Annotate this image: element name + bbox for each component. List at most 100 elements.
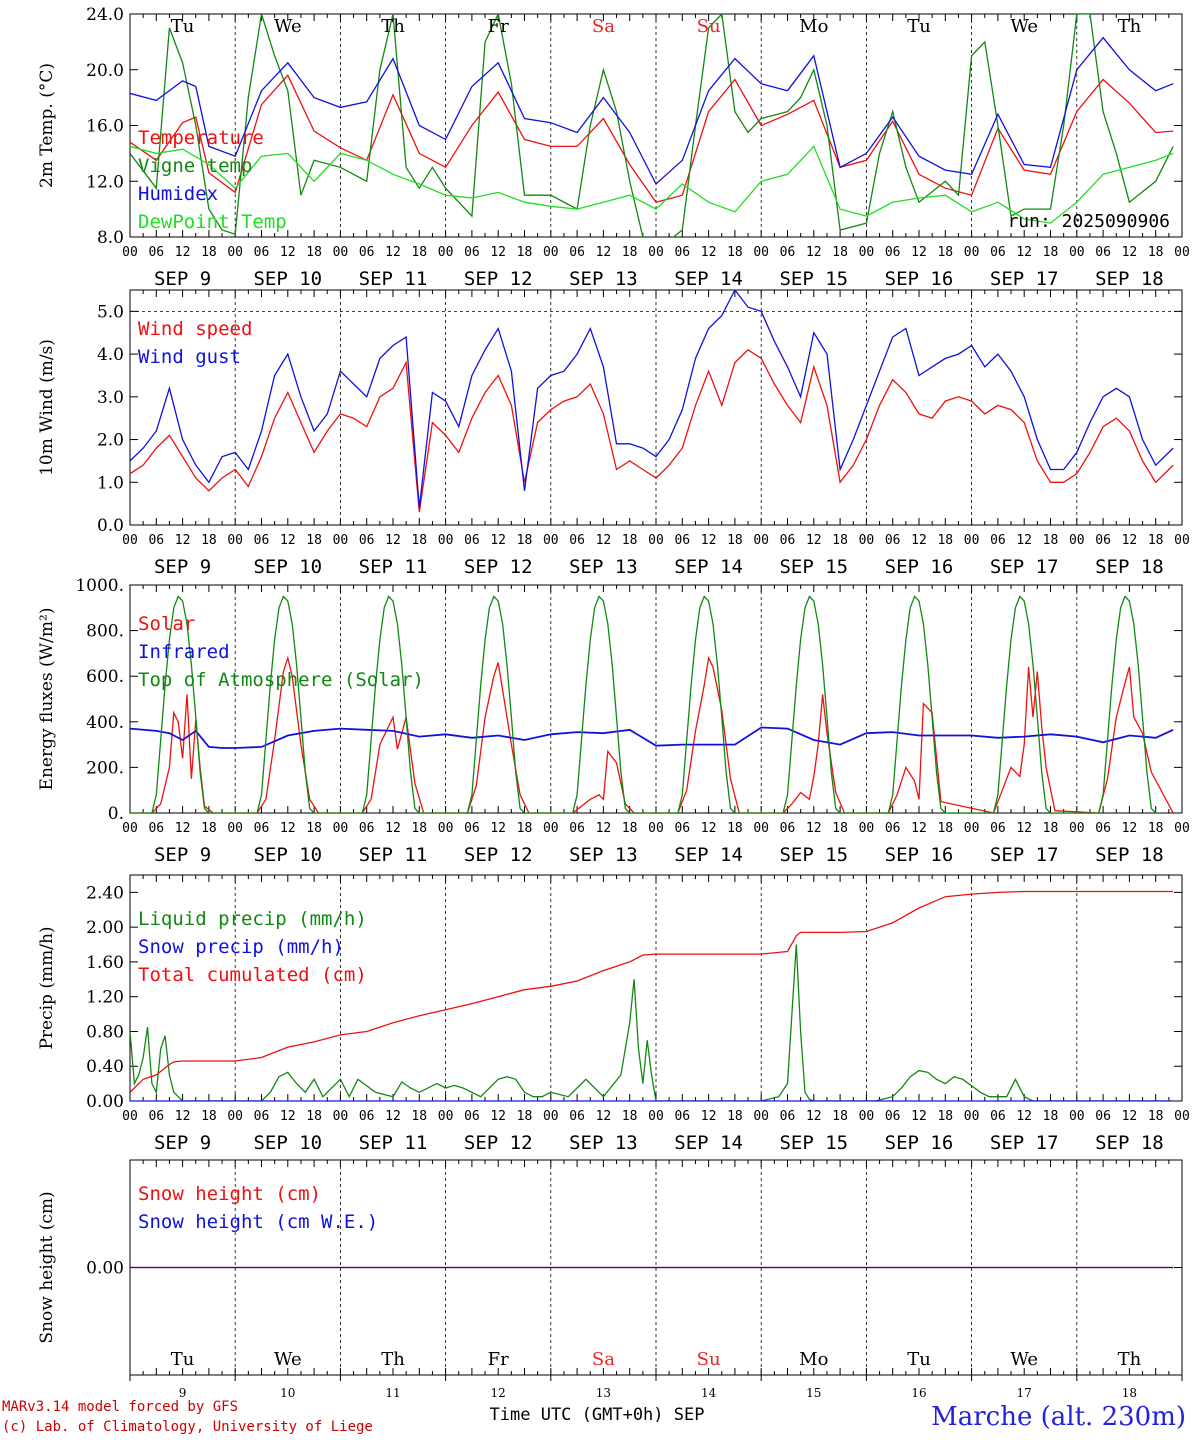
hour-tick-label: 00: [964, 533, 980, 548]
date-label: SEP 18: [1095, 844, 1164, 866]
y-tick-label: 0.80: [86, 1022, 124, 1042]
date-label: SEP 13: [569, 844, 638, 866]
run-label: run: 2025090906: [1007, 211, 1170, 232]
hour-tick-label: 18: [1043, 821, 1059, 836]
date-label: SEP 16: [885, 844, 954, 866]
hour-tick-label: 06: [569, 1109, 585, 1124]
hour-tick-label: 06: [674, 1109, 690, 1124]
panel-temp: [129, 13, 1183, 238]
y-tick-label: 400.: [86, 713, 124, 733]
legend-entry: DewPoint Temp: [138, 211, 287, 233]
hour-tick-label: 18: [937, 533, 953, 548]
weekday-label: Fr: [488, 1349, 509, 1370]
hour-tick-label: 12: [175, 1109, 191, 1124]
hour-tick-label: 18: [622, 533, 638, 548]
legend-entry: Wind speed: [138, 318, 252, 340]
hour-tick-label: 12: [385, 533, 401, 548]
legend-entry: Top of Atmosphere (Solar): [138, 669, 424, 691]
hour-tick-label: 06: [569, 533, 585, 548]
hour-tick-label: 18: [517, 1109, 533, 1124]
panel-snow: [129, 1159, 1183, 1381]
hour-tick-label: 06: [780, 245, 796, 260]
date-label: SEP 15: [779, 1132, 848, 1154]
hour-tick-label: 12: [911, 1109, 927, 1124]
weekday-label: We: [274, 1349, 302, 1370]
hour-tick-label: 00: [1174, 533, 1190, 548]
date-label: SEP 10: [253, 1132, 322, 1154]
y-tick-label: 2.40: [86, 883, 124, 903]
hour-tick-label: 12: [490, 533, 506, 548]
day-number-label: 11: [385, 1386, 400, 1400]
hour-tick-label: 00: [122, 533, 138, 548]
date-label: SEP 17: [990, 556, 1059, 578]
credit-lab: (c) Lab. of Climatology, University of L…: [2, 1419, 373, 1435]
day-number-label: 12: [491, 1386, 506, 1400]
hour-tick-label: 18: [411, 821, 427, 836]
hour-tick-label: 00: [648, 1109, 664, 1124]
day-number-label: 16: [911, 1386, 926, 1400]
y-tick-label: 1.60: [86, 953, 124, 973]
hour-tick-label: 12: [701, 245, 717, 260]
hour-tick-label: 18: [937, 245, 953, 260]
hour-tick-label: 00: [227, 1109, 243, 1124]
hour-tick-label: 00: [1069, 245, 1085, 260]
hour-tick-label: 18: [622, 245, 638, 260]
hour-tick-label: 06: [569, 821, 585, 836]
hour-tick-label: 12: [701, 821, 717, 836]
hour-tick-label: 06: [674, 821, 690, 836]
hour-tick-label: 06: [464, 821, 480, 836]
date-label: SEP 15: [779, 844, 848, 866]
hour-tick-label: 06: [885, 533, 901, 548]
hour-tick-label: 12: [1016, 245, 1032, 260]
date-label: SEP 9: [154, 844, 211, 866]
y-tick-label: 20.0: [86, 61, 124, 81]
hour-tick-label: 00: [543, 533, 559, 548]
hour-tick-label: 12: [911, 533, 927, 548]
hour-tick-label: 06: [148, 821, 164, 836]
hour-tick-label: 06: [464, 1109, 480, 1124]
hour-tick-label: 12: [806, 1109, 822, 1124]
hour-tick-label: 00: [227, 245, 243, 260]
hour-tick-label: 06: [359, 821, 375, 836]
series-line-energy-2: [130, 595, 1161, 813]
date-label: SEP 10: [253, 268, 322, 290]
series-line-precip-0: [130, 944, 1174, 1101]
legend-entry: Temperature: [138, 127, 264, 149]
hour-tick-label: 12: [175, 245, 191, 260]
hour-tick-label: 12: [385, 821, 401, 836]
hour-tick-label: 18: [832, 821, 848, 836]
hour-tick-label: 12: [701, 1109, 717, 1124]
date-label: SEP 12: [464, 556, 533, 578]
hour-tick-label: 18: [201, 245, 217, 260]
date-label: SEP 18: [1095, 1132, 1164, 1154]
hour-tick-label: 06: [990, 533, 1006, 548]
legend-entry: Snow height (cm): [138, 1183, 321, 1205]
series-line-wind-0: [130, 348, 1174, 513]
legend-entry: Snow precip (mm/h): [138, 936, 344, 958]
hour-tick-label: 06: [780, 1109, 796, 1124]
date-label: SEP 11: [359, 1132, 428, 1154]
hour-tick-label: 18: [727, 245, 743, 260]
hour-tick-label: 12: [490, 821, 506, 836]
hour-tick-label: 12: [1016, 1109, 1032, 1124]
hour-tick-label: 12: [280, 533, 296, 548]
hour-tick-label: 00: [1069, 533, 1085, 548]
y-tick-label: 0.00: [86, 1092, 124, 1112]
date-label: SEP 9: [154, 556, 211, 578]
station-name: Marche (alt. 230m): [931, 1402, 1186, 1432]
date-label: SEP 18: [1095, 268, 1164, 290]
day-number-label: 10: [280, 1386, 295, 1400]
hour-tick-label: 06: [148, 245, 164, 260]
y-tick-label: 0.: [108, 804, 124, 824]
hour-tick-label: 18: [1148, 245, 1164, 260]
hour-tick-label: 00: [333, 1109, 349, 1124]
weekday-label: We: [274, 16, 302, 37]
day-number-label: 9: [179, 1386, 187, 1400]
day-number-label: 13: [596, 1386, 611, 1400]
hour-tick-label: 06: [1095, 821, 1111, 836]
hour-tick-label: 12: [1016, 533, 1032, 548]
hour-tick-label: 12: [280, 821, 296, 836]
hour-tick-label: 06: [1095, 1109, 1111, 1124]
hour-tick-label: 18: [306, 245, 322, 260]
date-label: SEP 16: [885, 556, 954, 578]
